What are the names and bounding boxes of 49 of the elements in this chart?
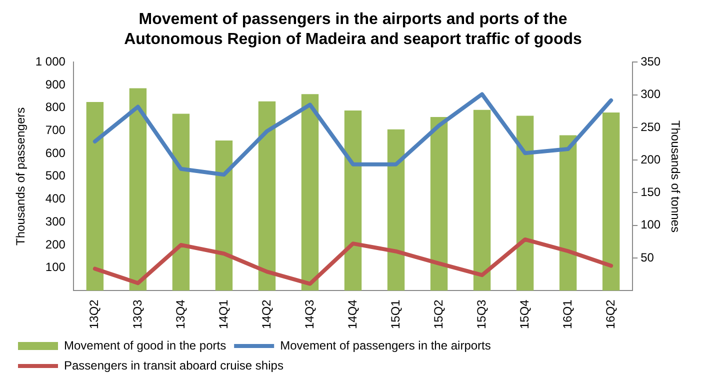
x-tick-label: 15Q2 bbox=[431, 299, 446, 330]
chart-title: Movement of passengers in the airports and ports of the Autonomous Region of Madeira and seaport traffic of goods bbox=[123, 10, 583, 50]
y-tick-label: 300 bbox=[45, 214, 66, 228]
y-tick-label: 500 bbox=[45, 168, 66, 183]
x-tick-label: 15Q4 bbox=[517, 299, 532, 330]
y2-tick-label: 250 bbox=[640, 120, 661, 134]
y2-tick-label: 100 bbox=[640, 218, 661, 232]
y-axis-title: Thousands of passengers bbox=[14, 107, 28, 246]
y-tick-label: 700 bbox=[45, 123, 66, 138]
y2-axis-title: Thousands of tonnes bbox=[668, 120, 682, 232]
x-tick-label: 16Q2 bbox=[603, 299, 618, 330]
y2-tick-label: 350 bbox=[640, 54, 661, 69]
bar bbox=[129, 88, 147, 291]
y2-tick-label: 150 bbox=[640, 185, 661, 200]
y2-tick-label: 300 bbox=[640, 87, 661, 102]
x-tick-label: 14Q1 bbox=[216, 299, 230, 330]
bar bbox=[387, 129, 405, 291]
y-tick-label: 400 bbox=[45, 192, 66, 206]
bar bbox=[301, 94, 319, 291]
y-tick-label: 600 bbox=[45, 146, 66, 160]
x-tick-label: 13Q2 bbox=[87, 299, 102, 330]
x-tick-label: 14Q3 bbox=[302, 299, 316, 330]
legend-label: Passengers in transit aboard cruise ships bbox=[64, 358, 284, 372]
bar bbox=[215, 140, 233, 291]
y-tick-label: 1 000 bbox=[35, 54, 66, 69]
bar bbox=[473, 110, 491, 291]
x-tick-label: 13Q4 bbox=[173, 299, 188, 330]
y2-tick-label: 200 bbox=[640, 152, 661, 166]
bar bbox=[516, 116, 534, 291]
legend-label: Movement of passengers in the airports bbox=[280, 338, 491, 352]
y2-tick-label: 50 bbox=[640, 250, 654, 264]
x-tick-label: 15Q1 bbox=[388, 299, 402, 330]
bar bbox=[344, 110, 362, 291]
y-tick-label: 900 bbox=[45, 77, 66, 92]
x-tick-label: 15Q3 bbox=[474, 299, 488, 330]
x-tick-label: 16Q1 bbox=[560, 299, 574, 330]
legend-label: Movement of good in the ports bbox=[64, 338, 226, 352]
bar bbox=[430, 117, 448, 291]
bar bbox=[172, 114, 190, 291]
x-tick-label: 14Q2 bbox=[259, 299, 274, 330]
x-tick-label: 13Q3 bbox=[130, 299, 144, 330]
y-tick-label: 100 bbox=[45, 260, 66, 274]
bar bbox=[602, 112, 620, 291]
bar bbox=[86, 102, 104, 291]
bar bbox=[559, 135, 577, 291]
bar bbox=[258, 101, 276, 291]
y-tick-label: 800 bbox=[45, 100, 66, 114]
x-tick-label: 14Q4 bbox=[345, 299, 360, 330]
y-tick-label: 200 bbox=[45, 237, 66, 252]
